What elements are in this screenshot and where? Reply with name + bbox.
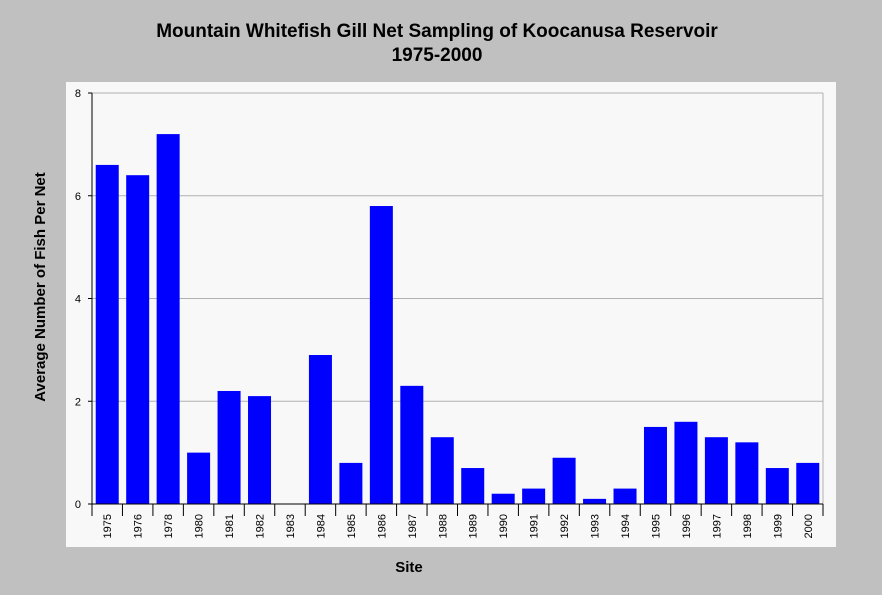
bar-1980 — [187, 452, 211, 504]
y-axis-title: Average Number of Fish Per Net — [32, 172, 49, 402]
chart-title-block: Mountain Whitefish Gill Net Sampling of … — [0, 20, 874, 68]
bar-1987 — [400, 385, 424, 504]
chart-title: Mountain Whitefish Gill Net Sampling of … — [156, 21, 718, 42]
x-tick-label: 1986 — [376, 514, 388, 538]
y-tick-labels: 0 2 4 6 8 — [75, 88, 81, 511]
x-tick-label: 1978 — [163, 514, 175, 538]
x-tick-label: 1990 — [498, 514, 510, 538]
bar-1984 — [308, 355, 332, 504]
chart-subtitle: 1975-2000 — [391, 45, 483, 66]
x-tick-label: 1983 — [285, 514, 297, 538]
x-tick-label: 1982 — [255, 514, 267, 538]
x-tick-label: 1994 — [620, 514, 632, 538]
x-tick-label: 1981 — [224, 514, 236, 538]
bar-2000 — [796, 462, 820, 504]
bar-1991 — [522, 488, 546, 504]
x-tick-labels: 1975 1976 1978 1980 1981 1982 1983 1984 1985 1986… — [102, 514, 815, 538]
x-tick-label: 1996 — [681, 514, 693, 538]
x-tick-label: 1993 — [590, 514, 602, 538]
bar-1975 — [95, 164, 119, 505]
bar-1990 — [491, 493, 515, 504]
x-tick-label: 1988 — [437, 514, 449, 538]
bar-1976 — [126, 175, 150, 504]
x-tick-label: 1991 — [529, 514, 541, 538]
bar-1992 — [552, 457, 576, 504]
x-tick-label: 1975 — [102, 514, 114, 538]
x-tick-label: 2000 — [803, 514, 815, 538]
x-tick-label: 1995 — [650, 514, 662, 538]
bar-1997 — [704, 437, 728, 504]
x-tick-label: 1980 — [194, 514, 206, 538]
x-tick-label: 1976 — [133, 514, 145, 538]
bar-1985 — [339, 462, 363, 504]
bars — [95, 134, 820, 505]
bar-1989 — [461, 468, 485, 504]
x-tick-label: 1984 — [315, 514, 327, 538]
bar-1986 — [369, 206, 393, 504]
x-tick-label: 1998 — [742, 514, 754, 538]
bar-1994 — [613, 488, 637, 504]
bar-1996 — [674, 421, 698, 504]
bar-1999 — [765, 468, 789, 504]
y-tick-label: 0 — [75, 499, 81, 511]
bar-1998 — [735, 442, 759, 504]
bar-1993 — [583, 498, 607, 504]
x-tick-label: 1992 — [559, 514, 571, 538]
bar-1982 — [248, 396, 272, 504]
x-tick-label: 1989 — [468, 514, 480, 538]
y-tick-label: 8 — [75, 88, 81, 100]
x-tick-label: 1987 — [407, 514, 419, 538]
axes — [88, 92, 824, 516]
grid-lines — [92, 92, 824, 504]
y-tick-label: 6 — [75, 191, 81, 203]
x-tick-label: 1997 — [711, 514, 723, 538]
bar-1978 — [156, 134, 180, 504]
bar-1981 — [217, 390, 241, 504]
y-tick-label: 2 — [75, 396, 81, 408]
x-axis-title: Site — [395, 559, 423, 576]
bar-1995 — [643, 426, 667, 504]
x-tick-label: 1999 — [772, 514, 784, 538]
y-tick-label: 4 — [75, 294, 81, 306]
bar-1988 — [430, 437, 454, 504]
x-tick-label: 1985 — [346, 514, 358, 538]
